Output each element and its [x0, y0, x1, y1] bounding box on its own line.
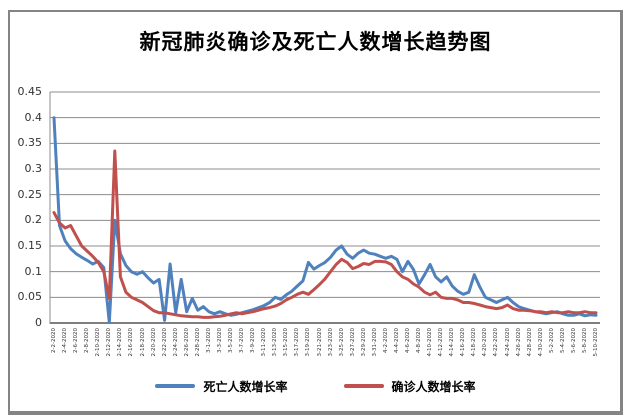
legend: 死亡人数增长率 确诊人数增长率	[0, 377, 631, 395]
y-tick-label: 0.25	[17, 187, 43, 201]
chart-frame	[8, 10, 623, 415]
x-tick-label: 4-30-2020	[537, 328, 544, 357]
x-tick-label: 4-2-2020	[382, 328, 389, 353]
death-rate-line-swatch	[155, 384, 196, 388]
chart-title: 新冠肺炎确诊及死亡人数增长趋势图	[139, 29, 492, 54]
x-tick-label: 4-28-2020	[526, 328, 533, 357]
x-tick-label: 3-11-2020	[261, 328, 268, 357]
x-tick-label: 4-4-2020	[393, 328, 400, 353]
x-tick-label: 2-20-2020	[150, 328, 157, 357]
y-tick-label: 0.15	[17, 239, 43, 252]
y-tick-label: 0.2	[24, 213, 43, 227]
confirmed-rate-line	[52, 149, 598, 319]
x-tick-label: 2-28-2020	[194, 328, 201, 357]
death-rate-line	[52, 116, 598, 324]
x-tick-label: 4-20-2020	[482, 328, 489, 357]
x-tick-label: 3-15-2020	[283, 328, 290, 357]
x-tick-label: 2-14-2020	[117, 328, 124, 357]
y-tick-label: 0.05	[17, 290, 43, 304]
x-tick-label: 4-8-2020	[416, 328, 422, 353]
legend-label-death-rate: 死亡人数增长率	[203, 379, 288, 394]
x-tick-label: 3-27-2020	[349, 328, 356, 357]
x-tick-label: 5-2-2020	[548, 328, 555, 353]
x-tick-label: 2-12-2020	[106, 328, 113, 357]
x-tick-label: 2-4-2020	[62, 328, 69, 353]
legend-label-confirmed-rate: 确诊人数增长率	[391, 379, 476, 394]
x-tick-label: 3-3-2020	[216, 328, 223, 353]
x-tick-label: 3-21-2020	[316, 328, 323, 357]
x-tick-label: 3-23-2020	[327, 328, 334, 357]
confirmed-rate-line-swatch	[343, 384, 384, 388]
x-tick-label: 2-2-2020	[51, 328, 57, 353]
x-tick-label: 3-31-2020	[371, 328, 378, 357]
x-tick-label: 2-22-2020	[161, 328, 168, 357]
x-tick-label: 3-17-2020	[294, 328, 301, 357]
x-tick-label: 4-10-2020	[427, 328, 434, 357]
x-tick-label: 3-1-2020	[205, 328, 212, 353]
x-tick-label: 3-13-2020	[272, 328, 279, 357]
x-tick-label: 4-12-2020	[438, 328, 445, 357]
x-tick-label: 2-8-2020	[84, 328, 91, 353]
x-tick-label: 2-24-2020	[172, 328, 179, 357]
x-tick-label: 2-18-2020	[139, 328, 146, 357]
legend-item-confirmed-rate[interactable]: 确诊人数增长率	[343, 378, 476, 395]
y-tick-label: 0.3	[24, 162, 43, 175]
x-tick-label: 5-6-2020	[570, 328, 577, 353]
x-tick-label: 5-4-2020	[559, 328, 566, 353]
x-tick-label: 3-9-2020	[250, 328, 257, 353]
x-tick-label: 2-6-2020	[73, 328, 80, 353]
x-tick-label: 2-10-2020	[95, 328, 102, 357]
x-tick-label: 4-6-2020	[405, 328, 411, 353]
y-tick-label: 0.45	[17, 85, 43, 98]
x-tick-label: 5-10-2020	[593, 328, 599, 357]
x-tick-label: 4-24-2020	[504, 328, 511, 357]
x-tick-label: 2-26-2020	[183, 328, 190, 357]
x-tick-label: 4-14-2020	[449, 328, 456, 357]
x-tick-label: 4-16-2020	[460, 328, 467, 357]
x-tick-label: 3-19-2020	[305, 328, 312, 357]
x-tick-label: 3-29-2020	[360, 328, 367, 357]
x-tick-label: 4-26-2020	[515, 328, 522, 357]
x-tick-label: 4-22-2020	[493, 328, 500, 357]
x-tick-label: 2-16-2020	[128, 328, 135, 357]
y-tick-label: 0	[35, 316, 42, 329]
y-tick-label: 0.35	[17, 136, 43, 150]
legend-item-death-rate[interactable]: 死亡人数增长率	[155, 378, 288, 395]
x-tick-label: 5-8-2020	[581, 328, 588, 353]
x-tick-label: 3-5-2020	[228, 328, 234, 353]
x-tick-label: 3-25-2020	[338, 328, 345, 357]
y-tick-label: 0.1	[24, 264, 43, 278]
y-tick-label: 0.4	[24, 110, 43, 124]
x-tick-label: 3-7-2020	[239, 328, 245, 353]
x-tick-label: 4-18-2020	[471, 328, 478, 357]
